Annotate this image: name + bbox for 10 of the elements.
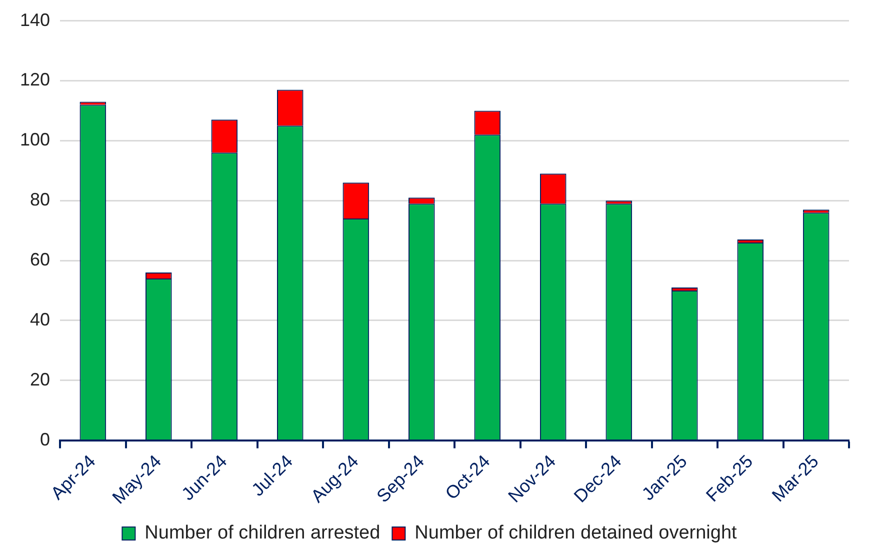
y-tick-label: 120 <box>20 70 50 90</box>
y-tick-label: 20 <box>30 369 50 390</box>
y-tick-label: 140 <box>20 10 50 30</box>
legend-label: Number of children arrested <box>144 522 380 544</box>
y-tick-label: 0 <box>40 429 50 450</box>
legend-label: Number of children detained overnight <box>414 522 738 544</box>
y-tick-label: 80 <box>30 190 50 210</box>
y-tick-label: 60 <box>30 249 50 270</box>
y-tick-label: 40 <box>30 309 50 330</box>
y-tick-label: 100 <box>20 130 50 150</box>
